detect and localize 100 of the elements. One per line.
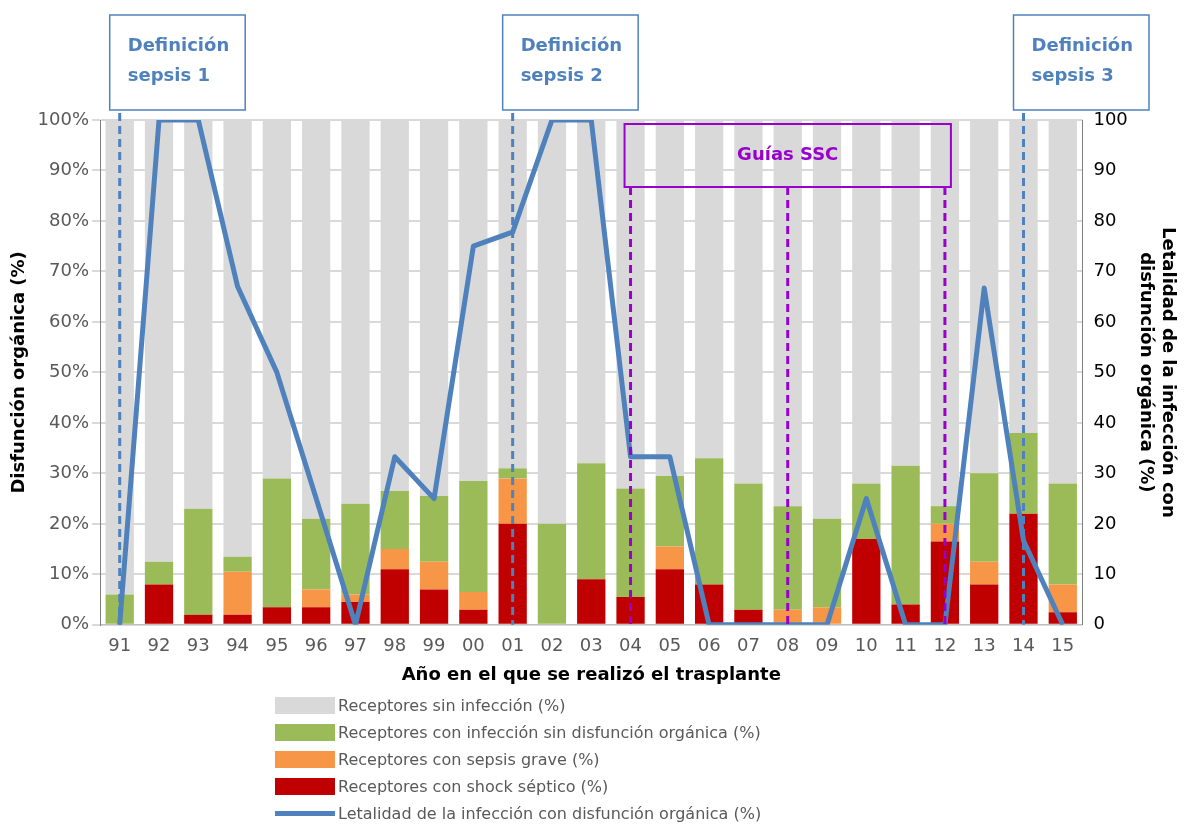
bar [459,480,488,592]
y-tick-label: 40% [49,410,90,432]
x-tick-label: 93 [186,634,210,656]
bar [537,523,567,624]
x-tick-label: 10 [854,634,878,656]
x-tick-label: 91 [108,634,132,656]
legend-label: Receptores con infección sin disfunción orgánica (%) [338,723,761,742]
legend-label: Receptores con sepsis grave (%) [338,750,600,769]
bar [184,614,213,624]
y2-tick-label: 90 [1093,158,1117,180]
bar [734,483,763,610]
x-tick-label: 12 [933,634,957,656]
y-tick-label: 10% [49,561,90,583]
x-tick-label: 00 [461,634,485,656]
x-tick-label: 94 [226,634,250,656]
bar [970,584,999,624]
bar [616,488,645,598]
y2-tick-label: 40 [1093,410,1117,432]
y2-tick-label: 50 [1093,360,1117,382]
y-tick-label: 80% [49,208,90,230]
y-tick-label: 60% [49,309,90,331]
bar [144,561,174,585]
y2-tick-label: 20 [1093,511,1117,533]
bar [223,571,252,615]
bar [812,518,842,608]
y2-tick-label: 60 [1093,309,1117,331]
ref-line-label: Definición sepsis 3 [1031,33,1133,85]
bar [970,473,999,562]
bar [498,523,527,624]
x-tick-label: 14 [1012,634,1035,656]
bar [419,496,449,562]
bar [144,584,174,624]
y2-tick-label: 70 [1093,259,1117,281]
y2-tick-label: 80 [1093,208,1117,230]
legend-label: Receptores sin infección (%) [338,696,566,715]
annotation: Guías SSC [737,142,839,164]
legend-label: Letalidad de la infección con disfunción orgánica (%) [338,804,762,823]
y-tick-label: 0% [60,612,90,634]
bar [577,579,606,624]
y2-axis-title: Letalidad de la infección con disfunción orgánica (%) [1136,227,1180,518]
bar [970,561,999,585]
y-tick-label: 70% [49,259,90,281]
bar [459,609,488,624]
y-tick-label: 50% [49,360,90,382]
x-tick-label: 02 [540,634,564,656]
bar [459,591,488,610]
bar [891,465,920,605]
bar [694,458,724,585]
bar [498,478,527,524]
bar [302,607,331,624]
bar [655,546,684,570]
bar [302,518,331,590]
bar [341,503,370,595]
bar [380,569,409,624]
x-tick-label: 05 [658,634,682,656]
x-tick-label: 96 [304,634,328,656]
x-tick-label: 95 [265,634,289,656]
x-tick-label: 04 [619,634,642,656]
x-tick-label: 11 [894,634,918,656]
bar [577,463,606,580]
y2-tick-label: 100 [1093,107,1128,129]
bar [262,607,292,624]
y-axis-title: Disfunción orgánica (%) [7,251,29,494]
y2-tick-label: 0 [1093,612,1105,634]
y-tick-label: 20% [49,511,90,533]
bar [498,468,527,479]
x-tick-label: 06 [697,634,721,656]
bar [262,478,292,608]
x-tick-label: 09 [815,634,839,656]
bar [1048,483,1077,585]
bar [616,597,645,624]
bar [380,549,409,570]
y2-tick-label: 10 [1093,561,1117,583]
bar [419,589,449,624]
y-tick-label: 100% [37,107,90,129]
x-tick-label: 13 [972,634,996,656]
y2-tick-label: 30 [1093,461,1117,483]
y-tick-label: 30% [49,461,90,483]
ref-line-label: Definición sepsis 2 [520,33,623,85]
x-tick-label: 98 [383,634,407,656]
bar [184,508,213,615]
bar [380,491,409,550]
bar [302,589,331,608]
x-tick-label: 07 [736,634,760,656]
x-tick-label: 03 [579,634,603,656]
bar [223,556,252,572]
x-tick-label: 99 [422,634,446,656]
x-tick-label: 97 [344,634,367,656]
bar [223,614,252,624]
x-tick-label: 15 [1051,634,1075,656]
x-tick-label: 08 [776,634,800,656]
y-tick-label: 90% [49,158,90,180]
legend-label: Receptores con shock séptico (%) [338,777,609,796]
x-tick-label: 01 [501,634,525,656]
bar [773,506,802,610]
x-axis-title: Año en el que se realizó el trasplante [401,662,781,684]
x-tick-label: 92 [147,634,171,656]
bar [655,569,684,624]
bar [852,538,881,624]
ref-line-label: Definición sepsis 1 [127,33,230,85]
